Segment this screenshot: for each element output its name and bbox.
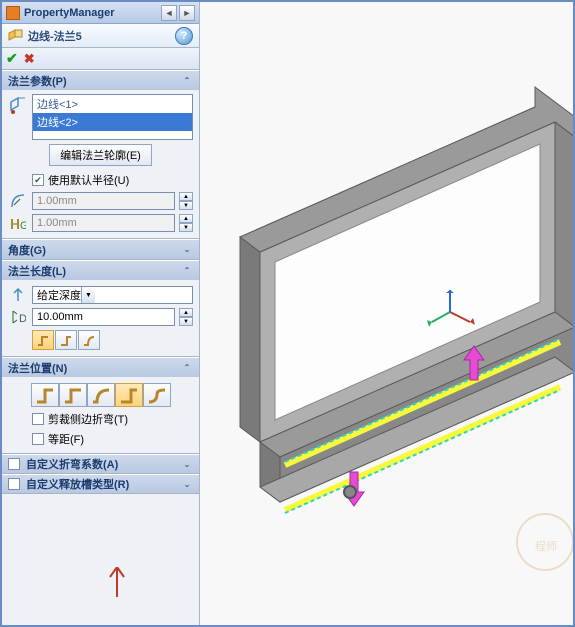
- list-item[interactable]: 边线<1>: [33, 95, 192, 113]
- trim-bends-row[interactable]: 剪裁侧边折弯(T): [8, 409, 193, 429]
- spin-up: ▲: [179, 214, 193, 223]
- list-item[interactable]: 边线<2>: [33, 113, 192, 131]
- gap-icon: G: [8, 215, 28, 231]
- spin-up: ▲: [179, 192, 193, 201]
- spin-down: ▼: [179, 223, 193, 232]
- spin-down: ▼: [179, 201, 193, 210]
- bend-radius-icon: [8, 193, 28, 209]
- pos-tangent[interactable]: [143, 383, 171, 407]
- edit-profile-button[interactable]: 编辑法兰轮廓(E): [49, 144, 152, 166]
- pos-virtual-sharp[interactable]: [115, 383, 143, 407]
- dropdown-arrow-icon: ▼: [81, 287, 95, 303]
- collapse-icon: ⌄: [181, 458, 193, 470]
- pos-bend-outside[interactable]: [87, 383, 115, 407]
- svg-text:G: G: [20, 220, 26, 231]
- edge-flange-icon: [8, 29, 24, 43]
- trim-bends-label: 剪裁侧边折弯(T): [48, 411, 128, 427]
- help-button[interactable]: ?: [175, 27, 193, 45]
- edge-listbox[interactable]: 边线<1> 边线<2>: [32, 94, 193, 140]
- radius2-input: 1.00mm: [32, 214, 175, 232]
- svg-text:程师: 程师: [535, 540, 557, 553]
- equal-offset-label: 等距(F): [48, 431, 84, 447]
- equal-offset-row[interactable]: 等距(F): [8, 429, 193, 449]
- pos-material-inside[interactable]: [31, 383, 59, 407]
- spin-up[interactable]: ▲: [179, 308, 193, 317]
- collapse-icon: ⌃: [181, 75, 193, 87]
- checkbox-unchecked-icon[interactable]: [32, 413, 44, 425]
- svg-text:D: D: [19, 313, 26, 325]
- collapse-icon: ⌃: [181, 265, 193, 277]
- next-button[interactable]: ►: [179, 5, 195, 21]
- checkbox-checked-icon[interactable]: ✔: [32, 174, 44, 186]
- checkbox-unchecked-icon[interactable]: [8, 478, 20, 490]
- section-header-length[interactable]: 法兰长度(L) ⌃: [2, 260, 199, 280]
- titlebar: PropertyManager ◄ ►: [2, 2, 199, 24]
- collapse-icon: ⌄: [181, 478, 193, 490]
- prev-button[interactable]: ◄: [161, 5, 177, 21]
- cancel-button[interactable]: ✖: [24, 51, 35, 67]
- collapse-icon: ⌃: [181, 362, 193, 374]
- model-view: 程师: [200, 2, 573, 625]
- use-default-radius-row[interactable]: ✔ 使用默认半径(U): [8, 170, 193, 190]
- section-header-params[interactable]: 法兰参数(P) ⌃: [2, 70, 199, 90]
- spin-down[interactable]: ▼: [179, 317, 193, 326]
- depth-icon: D: [8, 309, 28, 325]
- section-header-angle[interactable]: 角度(G) ⌄: [2, 239, 199, 259]
- section-flange-params: 法兰参数(P) ⌃ 边线<1> 边线<2> 编辑法兰轮廓(E): [2, 70, 199, 239]
- pm-title: PropertyManager: [24, 7, 159, 19]
- ok-button[interactable]: ✔: [6, 50, 18, 67]
- radius1-input: 1.00mm: [32, 192, 175, 210]
- pos-material-outside[interactable]: [59, 383, 87, 407]
- pm-icon: [6, 6, 20, 20]
- confirm-row: ✔ ✖: [2, 48, 199, 70]
- length-ref-2[interactable]: [55, 330, 77, 350]
- property-manager-panel: PropertyManager ◄ ► 边线-法兰5 ? ✔ ✖ 法兰参数(P)…: [2, 2, 200, 625]
- length-ref-3[interactable]: [78, 330, 100, 350]
- depth-type-dropdown[interactable]: 给定深度 ▼: [32, 286, 193, 304]
- checkbox-unchecked-icon[interactable]: [8, 458, 20, 470]
- checkbox-unchecked-icon[interactable]: [32, 433, 44, 445]
- section-length: 法兰长度(L) ⌃ 给定深度 ▼ D 10.00mm: [2, 260, 199, 357]
- feature-header: 边线-法兰5 ?: [2, 24, 199, 48]
- section-header-custom-relief[interactable]: 自定义释放槽类型(R) ⌄: [2, 474, 199, 494]
- length-ref-1[interactable]: [32, 330, 54, 350]
- depth-input[interactable]: 10.00mm: [32, 308, 175, 326]
- graphics-viewport[interactable]: 程师: [200, 2, 573, 625]
- depth-type-icon: [8, 287, 28, 303]
- section-header-custom-bend[interactable]: 自定义折弯系数(A) ⌄: [2, 454, 199, 474]
- use-default-radius-label: 使用默认半径(U): [48, 172, 129, 188]
- section-position: 法兰位置(N) ⌃ 剪裁侧边折弯(T) 等距(F): [2, 357, 199, 454]
- collapse-icon: ⌄: [181, 244, 193, 256]
- section-angle: 角度(G) ⌄: [2, 239, 199, 260]
- edge-select-icon: [8, 94, 28, 140]
- feature-name: 边线-法兰5: [28, 28, 175, 44]
- section-header-position[interactable]: 法兰位置(N) ⌃: [2, 357, 199, 377]
